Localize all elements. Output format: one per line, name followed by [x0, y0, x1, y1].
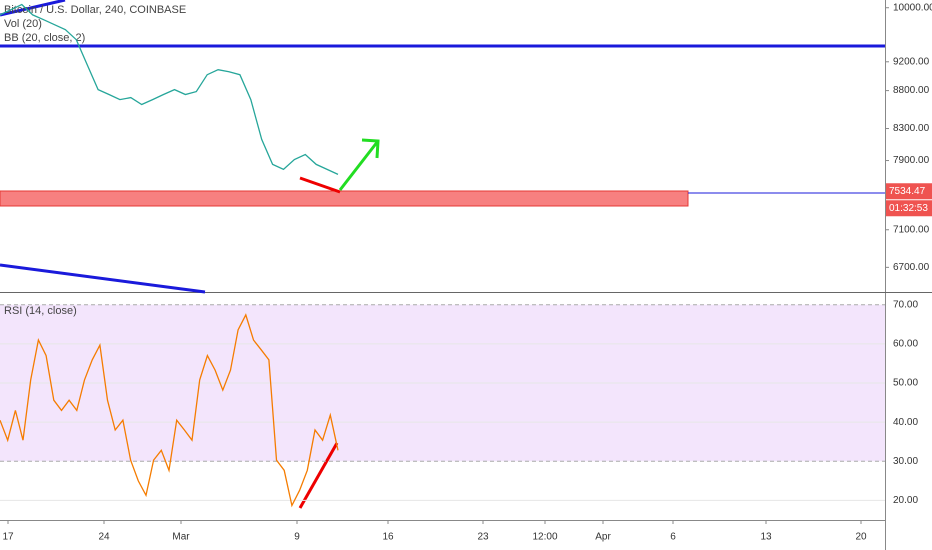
y-tick-label: 50.00 [893, 378, 918, 389]
symbol-title: Bitcoin / U.S. Dollar, 240, COINBASE [4, 4, 186, 16]
trend-line [0, 263, 206, 294]
bollinger-legend: BB (20, close, 2) [4, 32, 85, 44]
y-tick-label: 9200.00 [893, 56, 930, 67]
x-tick-label: 20 [855, 532, 867, 543]
y-tick-label: 6700.00 [893, 262, 930, 273]
x-tick-label: 9 [294, 532, 300, 543]
y-tick-label: 20.00 [893, 495, 918, 506]
x-tick-label: 6 [670, 532, 676, 543]
last-price-tag [886, 183, 932, 200]
y-tick-label: 7900.00 [893, 155, 930, 166]
support-zone [0, 190, 689, 207]
y-tick-label: 8800.00 [893, 85, 930, 96]
x-tick-label: 24 [98, 532, 110, 543]
y-tick-label: 8300.00 [893, 123, 930, 134]
y-tick-label: 30.00 [893, 456, 918, 467]
y-tick-label: 7100.00 [893, 224, 930, 235]
x-tick-label: 16 [382, 532, 394, 543]
divergence-line [299, 176, 341, 194]
x-tick-label: Mar [172, 532, 190, 543]
x-tick-label: 17 [2, 532, 14, 543]
countdown-tag [886, 200, 932, 217]
y-tick-label: 40.00 [893, 417, 918, 428]
x-tick-label: Apr [595, 532, 611, 543]
rsi-line [0, 313, 339, 508]
y-tick-label: 10000.00 [893, 2, 932, 13]
countdown-label: 01:32:53 [889, 203, 928, 214]
last-price-label: 7534.47 [889, 186, 926, 197]
price-line-series [0, 3, 339, 175]
rsi-divergence-line [298, 442, 339, 509]
x-tick-label: 13 [760, 532, 772, 543]
trend-line [0, 0, 66, 17]
x-tick-label: 23 [477, 532, 489, 543]
y-tick-label: 70.00 [893, 299, 918, 310]
rsi-legend: RSI (14, close) [4, 305, 77, 317]
y-tick-label: 60.00 [893, 339, 918, 350]
volume-legend: Vol (20) [4, 18, 42, 30]
projection-arrow [338, 138, 380, 191]
x-tick-label: 12:00 [532, 532, 557, 543]
